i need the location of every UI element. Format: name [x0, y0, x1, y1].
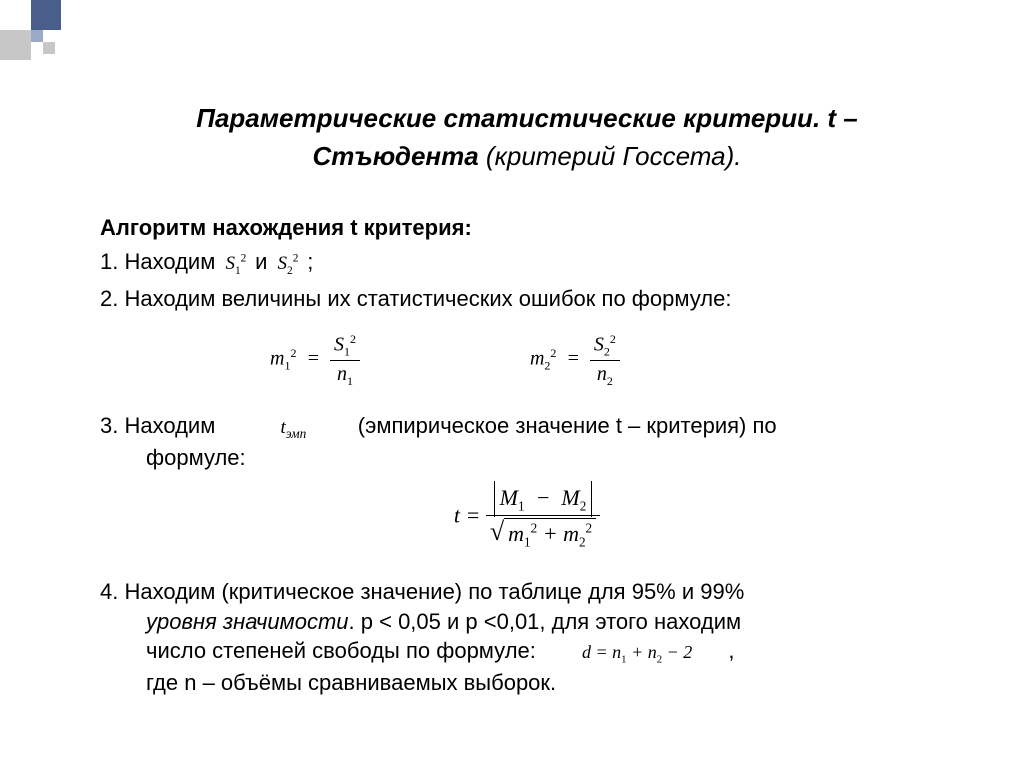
slide-content: Параметрические статистические критерии.…: [0, 0, 1024, 697]
step4-a: 4. Находим (критическое значение) по таб…: [100, 577, 954, 607]
section-heading: Алгоритм нахождения t критерия:: [100, 215, 954, 241]
deco-square: [0, 30, 31, 60]
step3-a: 3. Находим: [100, 413, 215, 438]
step4-b-italic: уровня значимости: [146, 609, 349, 634]
deco-square: [31, 30, 43, 42]
corner-decoration: [0, 0, 90, 60]
step4-b-rest: . p < 0,05 и p <0,01, для этого находим: [349, 609, 742, 634]
formula-d: d = n1 + n2 − 2: [582, 640, 692, 667]
step-2: 2. Находим величины их статистических ош…: [100, 284, 954, 314]
step-4: 4. Находим (критическое значение) по таб…: [100, 577, 954, 697]
step3-c: формуле:: [100, 443, 954, 473]
title-line2-bold: Стъюдента: [312, 141, 485, 171]
deco-square: [43, 42, 55, 54]
step1-prefix: 1. Находим: [100, 249, 215, 274]
formula-row-m: m12 = S12 n1 m22 = S22 n2: [100, 317, 954, 411]
step-3: 3. Находим tэмп (эмпирическое значение t…: [100, 411, 954, 472]
step4-d: где n – объёмы сравниваемых выборок.: [100, 668, 954, 698]
slide-title: Параметрические статистические критерии.…: [100, 100, 954, 175]
step-1: 1. Находим S12 и S22 ;: [100, 247, 954, 279]
step4-comma: ,: [728, 638, 734, 663]
math-s2-squared: S22: [274, 253, 308, 274]
step3-b: (эмпирическое значение t – критерия) по: [358, 413, 777, 438]
title-line1: Параметрические статистические критерии.…: [196, 103, 857, 133]
step4-c: число степеней свободы по формуле:: [146, 638, 536, 663]
deco-square: [31, 0, 61, 30]
step1-suffix: ;: [307, 249, 313, 274]
math-t-emp: tэмп: [276, 417, 315, 438]
formula-m1: m12 = S12 n1: [270, 331, 360, 389]
formula-t: t = M1 − M2 √ m12 + m22: [100, 477, 954, 577]
math-s1-squared: S12: [221, 253, 255, 274]
title-line2-reg: (критерий Госсета).: [486, 141, 742, 171]
step1-mid: и: [255, 249, 267, 274]
formula-m2: m22 = S22 n2: [530, 331, 620, 389]
